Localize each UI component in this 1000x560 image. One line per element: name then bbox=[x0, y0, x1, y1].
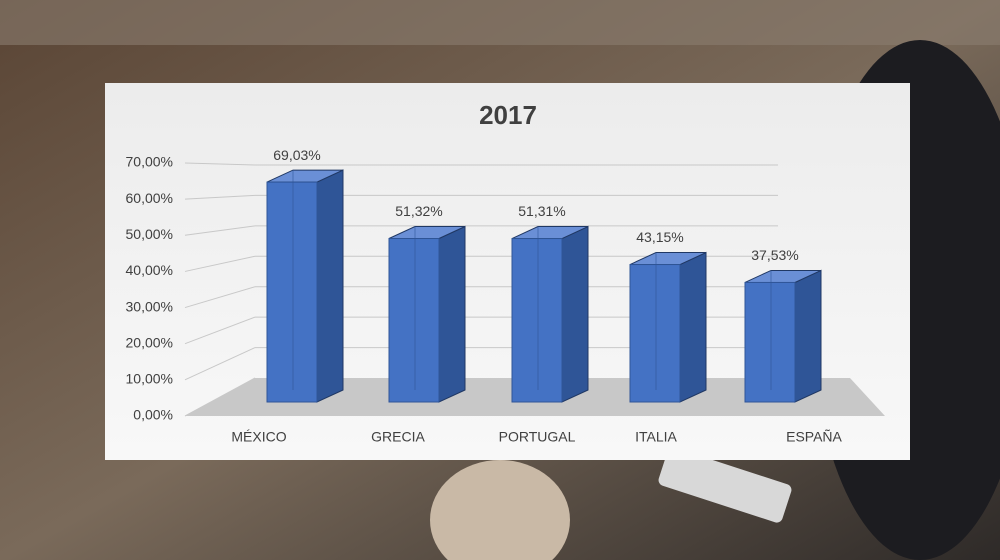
bar bbox=[511, 238, 563, 403]
grid-line-side bbox=[184, 316, 256, 345]
photo-tablet bbox=[658, 447, 792, 523]
x-tick-label: ESPAÑA bbox=[786, 429, 842, 445]
photo-person bbox=[430, 460, 570, 560]
photo-shelf bbox=[0, 0, 1000, 45]
bar bbox=[744, 281, 796, 403]
y-tick-label: 70,00% bbox=[126, 154, 173, 170]
grid-line-side bbox=[184, 162, 256, 166]
plot: 0,00% 10,00% 20,00% 30,00% 40,00% 50,00% 60,00… bbox=[126, 147, 843, 445]
x-tick-label: MÉXICO bbox=[231, 429, 286, 445]
bar-side bbox=[679, 251, 707, 403]
grid-line-side bbox=[184, 255, 256, 272]
grid-line-side bbox=[184, 286, 256, 309]
grid-line-side bbox=[184, 194, 256, 200]
y-tick-label: 40,00% bbox=[126, 262, 173, 278]
value-label: 43,15% bbox=[636, 229, 683, 245]
y-tick-label: 20,00% bbox=[126, 334, 173, 350]
value-label: 51,31% bbox=[518, 203, 565, 219]
x-tick-label: PORTUGAL bbox=[499, 429, 576, 445]
bar-side bbox=[438, 225, 466, 403]
bar bbox=[266, 181, 318, 403]
bar-side bbox=[561, 225, 589, 403]
value-label: 69,03% bbox=[273, 147, 320, 163]
grid-line-side bbox=[184, 377, 256, 417]
y-tick-label: 0,00% bbox=[133, 407, 173, 423]
y-tick-label: 50,00% bbox=[126, 226, 173, 242]
x-tick-label: ITALIA bbox=[635, 429, 677, 445]
bar bbox=[629, 264, 681, 403]
y-tick-label: 60,00% bbox=[126, 190, 173, 206]
bar-side bbox=[316, 169, 344, 403]
grid-line-side bbox=[184, 225, 256, 236]
grid-line-side bbox=[184, 347, 256, 381]
x-tick-label: GRECIA bbox=[371, 429, 425, 445]
y-tick-label: 10,00% bbox=[126, 371, 173, 387]
chart-title: 2017 bbox=[479, 100, 537, 130]
bar bbox=[388, 238, 440, 403]
bar-side bbox=[794, 269, 822, 403]
value-label: 51,32% bbox=[395, 203, 442, 219]
value-label: 37,53% bbox=[751, 247, 798, 263]
y-tick-label: 30,00% bbox=[126, 298, 173, 314]
